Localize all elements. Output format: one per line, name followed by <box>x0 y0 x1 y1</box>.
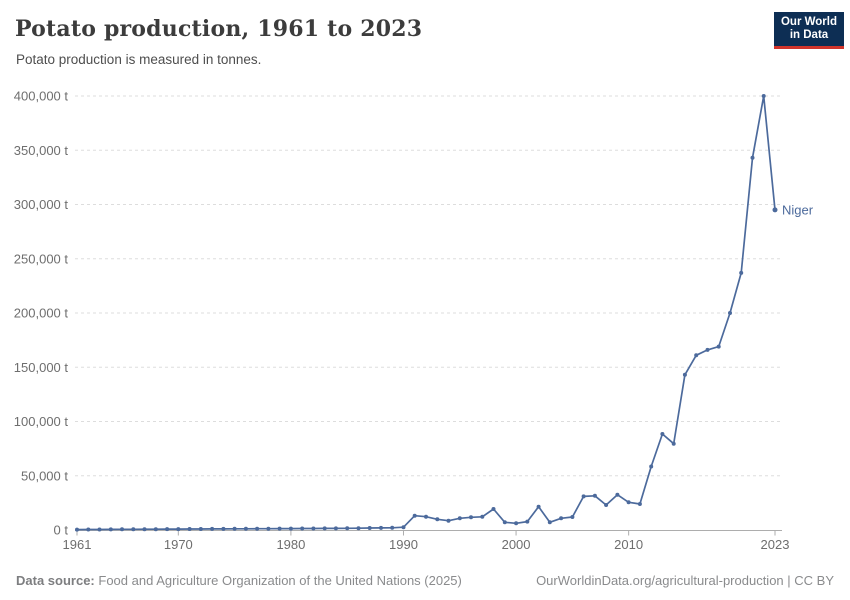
data-point[interactable] <box>255 526 260 531</box>
owid-logo: Our World in Data <box>774 12 844 49</box>
data-point[interactable] <box>142 527 147 532</box>
data-point[interactable] <box>221 526 226 531</box>
data-point[interactable] <box>649 464 654 469</box>
data-point[interactable] <box>86 527 91 532</box>
data-source: Data source: Food and Agriculture Organi… <box>16 573 462 588</box>
data-point[interactable] <box>198 527 203 531</box>
data-point[interactable] <box>288 526 293 531</box>
data-point[interactable] <box>266 526 271 531</box>
data-point[interactable] <box>502 520 507 525</box>
data-point[interactable] <box>435 517 440 522</box>
data-point[interactable] <box>75 527 79 532</box>
data-point[interactable] <box>536 504 541 509</box>
data-point[interactable] <box>547 520 552 525</box>
data-point[interactable] <box>345 526 350 531</box>
data-point[interactable] <box>592 493 597 498</box>
data-point[interactable] <box>660 432 665 436</box>
data-point[interactable] <box>772 207 778 213</box>
data-point[interactable] <box>559 516 564 521</box>
data-point[interactable] <box>300 526 305 531</box>
data-point[interactable] <box>108 527 113 532</box>
y-tick-label: 300,000 t <box>14 197 69 212</box>
owid-logo-line1: Our World <box>780 16 837 28</box>
data-point[interactable] <box>694 353 699 358</box>
data-point[interactable] <box>232 526 237 531</box>
data-point[interactable] <box>446 518 451 523</box>
y-tick-label: 150,000 t <box>14 360 69 375</box>
data-point[interactable] <box>311 526 316 531</box>
data-point[interactable] <box>615 492 620 497</box>
data-point[interactable] <box>581 494 586 499</box>
x-tick-label: 1980 <box>276 537 305 552</box>
y-tick-label: 200,000 t <box>14 306 69 321</box>
y-tick-label: 400,000 t <box>14 89 69 104</box>
data-point[interactable] <box>390 525 395 530</box>
x-tick-label: 2000 <box>502 537 531 552</box>
y-tick-label: 350,000 t <box>14 143 69 158</box>
data-point[interactable] <box>97 527 102 532</box>
data-point[interactable] <box>176 527 181 532</box>
x-tick-label: 1970 <box>164 537 193 552</box>
data-point[interactable] <box>277 526 282 531</box>
data-point[interactable] <box>333 526 338 531</box>
data-point[interactable] <box>379 525 383 530</box>
data-point[interactable] <box>424 514 428 519</box>
x-tick-label: 2023 <box>761 537 790 552</box>
data-point[interactable] <box>750 155 755 160</box>
data-point[interactable] <box>187 527 192 531</box>
data-point[interactable] <box>570 515 575 519</box>
data-point[interactable] <box>131 527 136 532</box>
data-point[interactable] <box>525 519 530 524</box>
data-point[interactable] <box>480 514 485 519</box>
data-point[interactable] <box>637 502 642 506</box>
data-point[interactable] <box>604 503 609 507</box>
data-point[interactable] <box>682 372 687 377</box>
x-tick-label: 1990 <box>389 537 418 552</box>
data-point[interactable] <box>120 527 124 532</box>
chart-title: Potato production, 1961 to 2023 <box>15 16 423 42</box>
data-point[interactable] <box>626 500 631 505</box>
data-point[interactable] <box>761 94 766 98</box>
data-point[interactable] <box>210 526 215 531</box>
data-point[interactable] <box>469 515 473 520</box>
data-point[interactable] <box>153 527 158 532</box>
data-source-label: Data source: <box>16 573 95 588</box>
data-point[interactable] <box>243 526 248 531</box>
data-point[interactable] <box>165 527 170 532</box>
y-tick-label: 250,000 t <box>14 251 69 266</box>
x-tick-label: 2010 <box>614 537 643 552</box>
data-point[interactable] <box>322 526 327 531</box>
data-point[interactable] <box>401 525 406 530</box>
x-tick-label: 1961 <box>63 537 92 552</box>
data-point[interactable] <box>356 526 361 531</box>
footer-link: OurWorldinData.org/agricultural-producti… <box>536 573 834 588</box>
owid-logo-line2: in Data <box>789 29 829 41</box>
data-point[interactable] <box>728 311 732 315</box>
data-point[interactable] <box>457 516 462 521</box>
chart-subtitle: Potato production is measured in tonnes. <box>16 52 262 67</box>
data-point[interactable] <box>705 347 710 352</box>
y-tick-label: 0 t <box>54 523 69 538</box>
data-point[interactable] <box>367 526 372 530</box>
data-point[interactable] <box>514 521 519 526</box>
data-point[interactable] <box>739 270 744 275</box>
entity-label[interactable]: Niger <box>782 202 814 217</box>
data-point[interactable] <box>412 513 417 518</box>
y-tick-label: 100,000 t <box>14 414 69 429</box>
data-source-text: Food and Agriculture Organization of the… <box>98 573 462 588</box>
data-point[interactable] <box>491 507 496 511</box>
y-tick-label: 50,000 t <box>21 468 68 483</box>
data-point[interactable] <box>671 441 676 446</box>
data-point[interactable] <box>716 344 721 349</box>
